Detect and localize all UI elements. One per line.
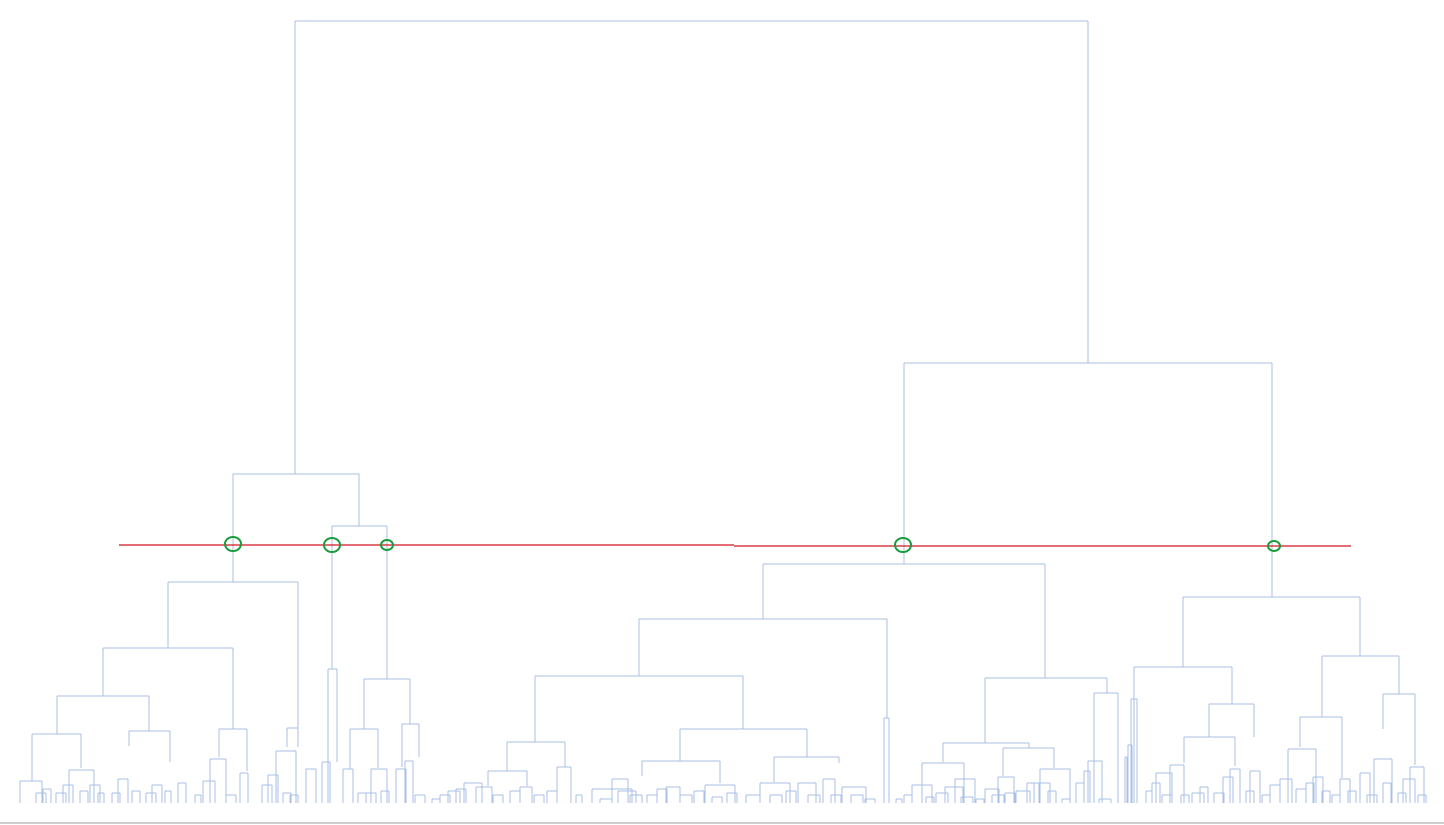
cluster-marker-1[interactable] (224, 536, 242, 552)
cut-line[interactable] (119, 544, 1351, 547)
cluster-marker-5[interactable] (1267, 540, 1281, 552)
cluster-markers (224, 536, 1281, 553)
cluster-marker-4[interactable] (894, 537, 912, 553)
cluster-marker-2[interactable] (323, 537, 341, 553)
dendrogram-tree (19, 20, 1427, 803)
cluster-marker-3[interactable] (380, 539, 394, 551)
